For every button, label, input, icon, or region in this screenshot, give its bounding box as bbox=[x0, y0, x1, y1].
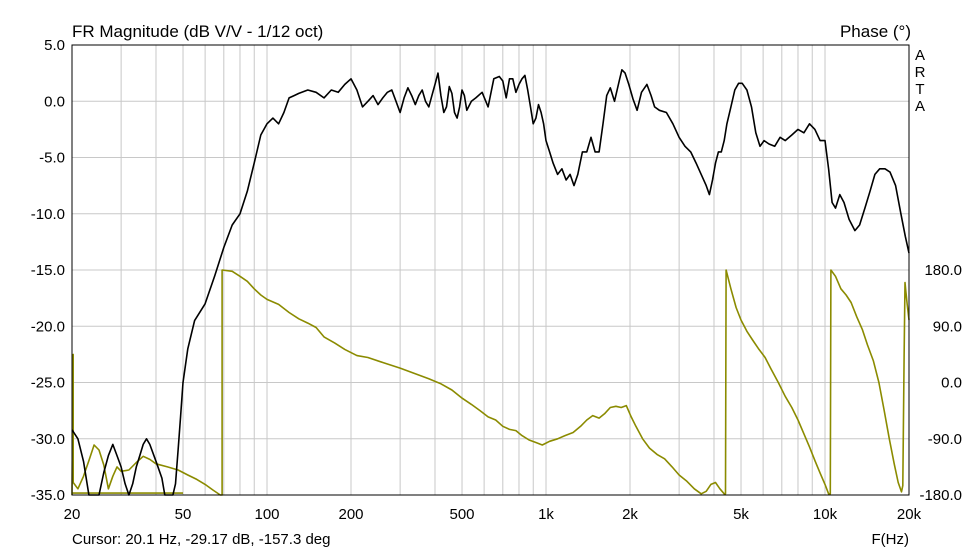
x-tick-label: 50 bbox=[175, 506, 192, 523]
phase-curve bbox=[71, 269, 910, 496]
arta-logo-letter: A bbox=[915, 47, 925, 64]
arta-logo-letter: A bbox=[915, 98, 925, 115]
grid bbox=[72, 45, 909, 495]
x-tick-label: 100 bbox=[254, 506, 279, 523]
y-left-tick-label: -35.0 bbox=[31, 487, 65, 504]
y-right-tick-label: -180.0 bbox=[919, 487, 962, 504]
y-left-tick-label: -15.0 bbox=[31, 262, 65, 279]
chart-title: FR Magnitude (dB V/V - 1/12 oct) bbox=[72, 22, 323, 41]
y-left-tick-label: -10.0 bbox=[31, 206, 65, 223]
x-tick-label: 1k bbox=[538, 506, 554, 523]
y-axis-left-ticks: 5.0 0.0 -5.0 -10.0 -15.0 -20.0 -25.0 -30.0 -35.0 bbox=[31, 37, 65, 504]
x-tick-label: 10k bbox=[813, 506, 838, 523]
y-left-tick-label: 5.0 bbox=[44, 37, 65, 54]
phase-axis-title: Phase (°) bbox=[840, 22, 911, 41]
y-right-tick-label: 0.0 bbox=[941, 375, 962, 392]
x-tick-label: 5k bbox=[733, 506, 749, 523]
curves bbox=[71, 69, 910, 496]
y-left-tick-label: -25.0 bbox=[31, 375, 65, 392]
y-left-tick-label: -5.0 bbox=[39, 150, 65, 167]
y-axis-right-ticks: 180.0 90.0 0.0 -90.0 -180.0 bbox=[919, 262, 962, 504]
x-tick-label: 20 bbox=[64, 506, 81, 523]
x-axis-title: F(Hz) bbox=[872, 531, 910, 548]
x-axis-ticks: 20 50 100 200 500 1k 2k 5k 10k 20k bbox=[64, 506, 922, 523]
y-right-tick-label: 180.0 bbox=[924, 262, 962, 279]
plot-frame bbox=[71, 44, 910, 496]
y-left-tick-label: -20.0 bbox=[31, 318, 65, 335]
y-left-tick-label: -30.0 bbox=[31, 431, 65, 448]
y-right-tick-label: -90.0 bbox=[928, 431, 962, 448]
arta-logo-letter: T bbox=[915, 81, 924, 98]
magnitude-curve bbox=[71, 69, 910, 496]
y-left-tick-label: 0.0 bbox=[44, 93, 65, 110]
x-tick-label: 2k bbox=[622, 506, 638, 523]
x-tick-label: 20k bbox=[897, 506, 922, 523]
y-right-tick-label: 90.0 bbox=[933, 318, 962, 335]
x-tick-label: 200 bbox=[338, 506, 363, 523]
arta-logo-letter: R bbox=[915, 64, 926, 81]
cursor-readout: Cursor: 20.1 Hz, -29.17 dB, -157.3 deg bbox=[72, 531, 330, 548]
x-tick-label: 500 bbox=[450, 506, 475, 523]
